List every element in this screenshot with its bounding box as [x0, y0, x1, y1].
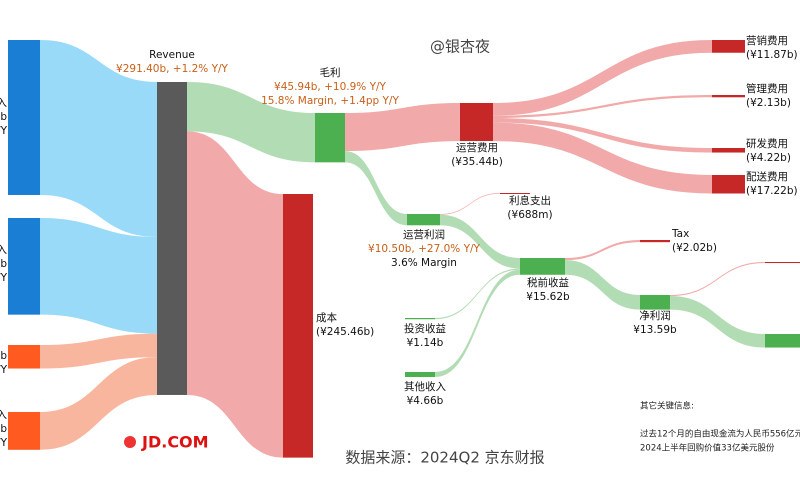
node — [8, 40, 40, 195]
node-label: 净利润 — [639, 309, 671, 322]
node-label: (¥245.46b) — [316, 326, 374, 338]
node-label: 运营利润 — [403, 228, 445, 241]
node — [8, 345, 40, 369]
node — [640, 295, 670, 310]
link — [187, 131, 283, 458]
node — [640, 240, 670, 243]
node-label: 配送费用 — [746, 170, 788, 183]
link — [435, 268, 520, 320]
node — [405, 372, 435, 378]
link — [40, 357, 157, 450]
link — [345, 151, 407, 226]
node-label: (¥4.22b) — [746, 152, 791, 164]
link — [40, 40, 157, 237]
node-label: 6b — [0, 258, 7, 270]
node — [500, 193, 530, 194]
node-label: 入 — [0, 97, 8, 109]
node — [712, 175, 745, 194]
node-label: (¥35.44b) — [451, 156, 503, 168]
link — [670, 296, 765, 348]
node-label: /Y — [0, 364, 8, 376]
notes-title: 其它关键信息: — [640, 401, 694, 412]
node-label: 管理费用 — [746, 82, 788, 95]
links — [40, 40, 765, 458]
watermark: @银杏夜 — [430, 38, 490, 56]
node — [8, 218, 40, 315]
node-label: 研发费用 — [746, 137, 788, 150]
node-label: ¥10.50b, +27.0% Y/Y — [368, 243, 481, 255]
node-label: 利息支出 — [509, 194, 551, 207]
node-label: 3.6% Margin — [391, 257, 457, 269]
node-label: Tax — [671, 228, 689, 240]
node-label: 入 — [0, 409, 8, 421]
link — [565, 240, 640, 261]
labels: 入 6b/Y 入 6b/Y lb/Y 入 lb/Y Revenue ¥291.40b, +1.2… — [0, 34, 798, 449]
link — [40, 218, 157, 334]
link — [565, 260, 640, 310]
node-label: 成本 — [316, 311, 337, 324]
node-label: 6b — [0, 111, 7, 123]
node-label: lb — [0, 423, 7, 435]
node — [712, 40, 745, 53]
node-label: ¥13.59b — [633, 324, 677, 336]
node — [8, 412, 40, 450]
link — [435, 269, 520, 378]
link — [187, 82, 315, 163]
node — [712, 95, 745, 98]
node — [283, 194, 313, 458]
nodes — [8, 40, 800, 458]
logo-icon — [124, 436, 136, 448]
node-label: lb — [0, 350, 7, 362]
node-label: (¥2.02b) — [672, 242, 717, 254]
node-label: ¥45.94b, +10.9% Y/Y — [274, 81, 387, 93]
node-label: 入 — [0, 244, 8, 256]
node — [765, 334, 800, 348]
link — [493, 122, 712, 194]
node — [405, 318, 435, 320]
node-label: (¥17.22b) — [746, 185, 798, 197]
link — [493, 118, 712, 153]
logo: JD.COM — [124, 433, 209, 452]
link — [440, 214, 520, 269]
node-label: 营销费用 — [746, 34, 788, 47]
node-label: 税前收益 — [527, 276, 569, 289]
node-label: ¥15.62b — [526, 291, 570, 303]
node — [520, 258, 565, 275]
node-label: ¥1.14b — [407, 337, 444, 349]
link — [440, 193, 500, 215]
node-label: Revenue — [149, 49, 195, 61]
node-label: /Y — [0, 125, 8, 137]
link — [40, 333, 157, 369]
link — [670, 262, 765, 297]
node-label: 毛利 — [320, 67, 341, 79]
node-label: ¥4.66b — [407, 395, 444, 407]
logo-text: JD.COM — [141, 433, 209, 452]
node — [315, 113, 345, 163]
note: 过去12个月的自由现金流为人民币556亿元 — [640, 429, 800, 440]
node — [712, 148, 745, 153]
link — [345, 103, 460, 152]
node-label: /Y — [0, 437, 8, 449]
note: 2024上半年回购价值33亿美元股份 — [640, 443, 775, 454]
node-label: 其他收入 — [404, 380, 446, 393]
node-label: /Y — [0, 272, 8, 284]
node — [765, 262, 800, 264]
node-label: (¥688m) — [507, 209, 552, 221]
link — [493, 40, 712, 116]
node-label: 运营费用 — [456, 141, 498, 154]
node-label: (¥11.87b) — [746, 49, 798, 61]
link — [493, 95, 712, 119]
node — [407, 214, 440, 226]
node — [157, 82, 187, 395]
node — [460, 103, 493, 142]
node-label: 投资收益 — [404, 322, 446, 335]
node-label: ¥291.40b, +1.2% Y/Y — [116, 63, 229, 75]
node-label: 15.8% Margin, +1.4pp Y/Y — [261, 95, 399, 107]
data-source: 数据来源：2024Q2 京东财报 — [345, 449, 544, 467]
node-label: (¥2.13b) — [746, 97, 791, 109]
